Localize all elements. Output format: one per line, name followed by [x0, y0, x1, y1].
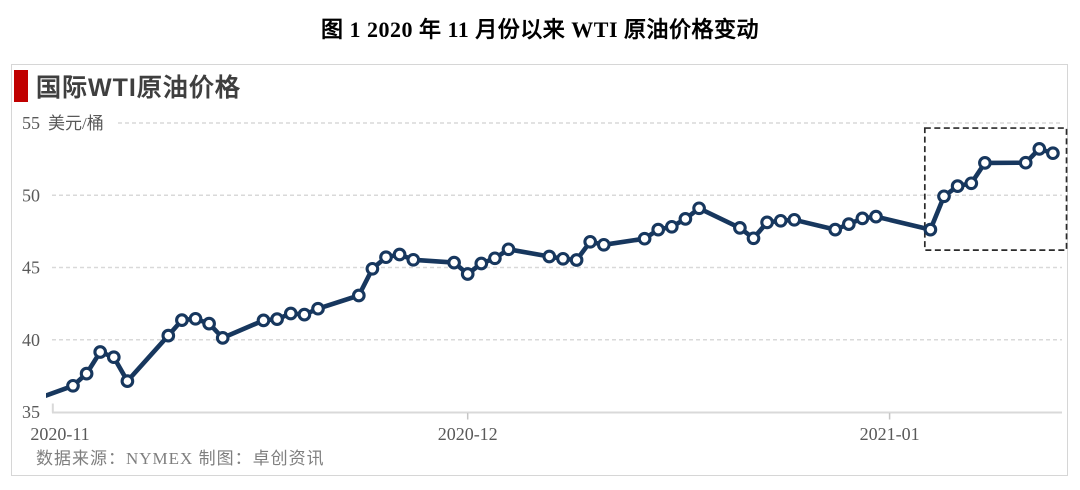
header-accent-bar [14, 70, 28, 102]
chart-header-title: 国际WTI原油价格 [36, 74, 241, 102]
chart-card: 国际WTI原油价格 数据来源：NYMEX 制图：卓创资讯 [11, 64, 1068, 476]
figure-title: 图 1 2020 年 11 月份以来 WTI 原油价格变动 [320, 17, 760, 42]
source-note: 数据来源：NYMEX 制图：卓创资讯 [36, 449, 325, 468]
chart-card-header: 国际WTI原油价格 [12, 69, 241, 103]
